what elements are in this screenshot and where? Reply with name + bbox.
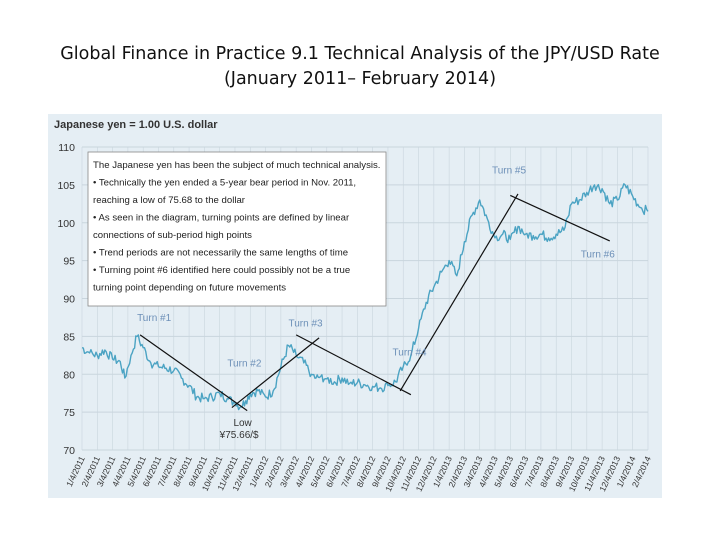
turn-1-label: Turn #1 <box>137 313 172 324</box>
info-box-line: • As seen in the diagram, turning points… <box>93 213 350 224</box>
info-box-line: connections of sub-period high points <box>93 230 252 241</box>
y-tick-label: 100 <box>57 218 75 230</box>
trend-4-line <box>399 193 519 392</box>
info-box-line: reaching a low of 75.68 to the dollar <box>93 195 246 206</box>
low-value-label: ¥75.66/$ <box>219 430 259 441</box>
info-box <box>87 151 387 307</box>
info-box-line: • Technically the yen ended a 5-year bea… <box>93 178 356 189</box>
low-label: Low <box>233 418 252 429</box>
turn-3-label: Turn #3 <box>289 319 324 330</box>
slide-title: Global Finance in Practice 9.1 Technical… <box>60 44 660 89</box>
trend-3-line <box>295 334 412 396</box>
info-box-line: • Trend periods are not necessarily the … <box>93 248 348 259</box>
y-tick-label: 95 <box>63 256 75 268</box>
info-box-line: turning point depending on future moveme… <box>93 283 286 294</box>
series-line-jpy-usd <box>81 183 649 411</box>
trend-5-line <box>510 194 611 242</box>
turn-5-label: Turn #5 <box>492 166 527 177</box>
y-tick-label: 70 <box>63 445 75 457</box>
y-tick-label: 110 <box>58 142 75 154</box>
turn-6-label: Turn #6 <box>581 250 616 261</box>
turn-2-label: Turn #2 <box>227 359 262 370</box>
y-tick-label: 90 <box>63 294 75 306</box>
trend-2-line <box>231 337 320 409</box>
info-box-line: The Japanese yen has been the subject of… <box>93 160 380 171</box>
info-box-line: • Turning point #6 identified here could… <box>93 265 350 276</box>
y-tick-label: 75 <box>63 407 75 419</box>
line-chart: Japanese yen = 1.00 U.S. dollar 70 75 80 85 9… <box>54 119 653 493</box>
chart-figure: Japanese yen = 1.00 U.S. dollar 70 75 80 85 9… <box>48 114 662 498</box>
turn-4-label: Turn #4 <box>393 347 428 358</box>
chart-title: Japanese yen = 1.00 U.S. dollar <box>54 119 218 131</box>
trend-1-line <box>139 334 248 412</box>
y-tick-label: 105 <box>57 180 75 192</box>
y-tick-label: 85 <box>63 331 75 343</box>
y-tick-label: 80 <box>63 369 75 381</box>
